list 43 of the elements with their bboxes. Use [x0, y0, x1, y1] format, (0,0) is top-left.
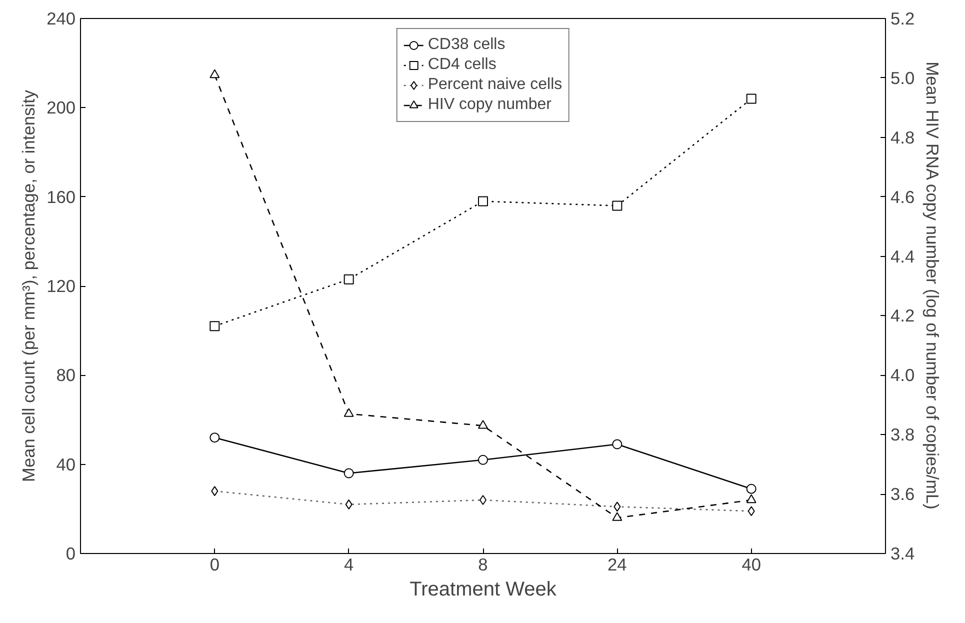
- x-tick-label: 24: [608, 554, 628, 574]
- y-tick-label: 160: [46, 186, 76, 207]
- legend-label: CD38 cells: [428, 36, 506, 54]
- point: [344, 274, 354, 284]
- point: [612, 512, 622, 521]
- x-axis-title: Treatment Week: [410, 578, 558, 600]
- point: [344, 468, 354, 478]
- y-tick-label: 80: [56, 365, 76, 386]
- x-tick-label: 4: [344, 554, 354, 574]
- y2-tick-label: 3.8: [890, 424, 915, 445]
- y2-tick-label: 3.6: [890, 484, 915, 504]
- point: [612, 439, 622, 450]
- point: [210, 432, 220, 443]
- y2-tick-label: 4.4: [890, 246, 915, 266]
- point: [478, 196, 488, 206]
- legend-label: HIV copy number: [428, 96, 552, 114]
- y2-tick-label: 4.8: [890, 127, 915, 148]
- x-tick-label: 0: [210, 554, 220, 574]
- y2-axis-title: Mean HIV RNA copy number (log of number of copies/mL): [922, 62, 943, 510]
- y-axis-title: Mean cell count (per mm³), percentage, or intensity: [18, 90, 39, 482]
- y2-tick-label: 5.2: [890, 8, 915, 28]
- point: [210, 69, 220, 78]
- x-tick-label: 40: [742, 554, 761, 574]
- point: [344, 408, 354, 417]
- point: [746, 94, 756, 104]
- legend-label: CD4 cells: [428, 56, 496, 74]
- y-tick-label: 120: [46, 276, 76, 296]
- point: [612, 200, 622, 211]
- y2-tick-label: 3.4: [890, 544, 915, 564]
- y-tick-label: 200: [46, 98, 76, 118]
- y2-tick-label: 4.0: [890, 365, 915, 386]
- y-tick-label: 40: [56, 454, 76, 474]
- point: [746, 484, 756, 494]
- point: [210, 321, 220, 332]
- x-tick-label: 8: [478, 554, 488, 574]
- y2-tick-label: 5.0: [890, 68, 915, 88]
- point: [478, 454, 488, 465]
- legend-label: Percent naive cells: [428, 76, 562, 94]
- point: [478, 420, 488, 429]
- y-tick-label: 240: [46, 8, 76, 28]
- point: [746, 494, 756, 504]
- y2-tick-label: 4.2: [890, 306, 915, 326]
- y2-tick-label: 4.6: [890, 186, 915, 207]
